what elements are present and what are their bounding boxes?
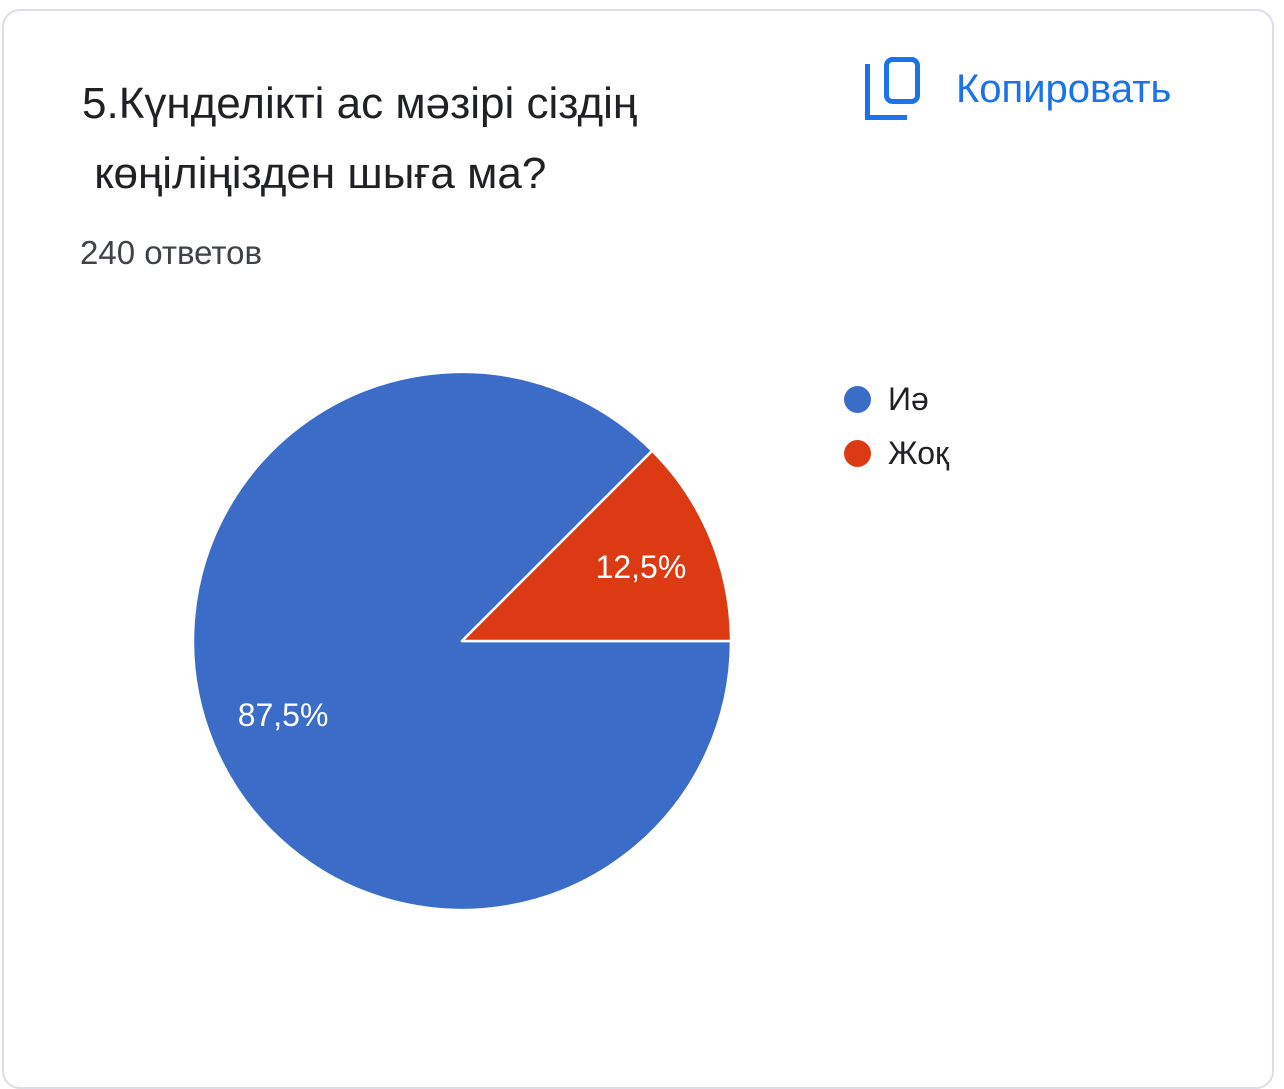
legend-swatch [844, 439, 871, 467]
legend-label: Жоқ [888, 435, 949, 471]
copy-icon [865, 57, 920, 120]
legend-swatch [844, 385, 871, 413]
responses-count: 240 ответов [80, 234, 263, 271]
copy-button-label: Копировать [956, 67, 1172, 111]
legend-item: Жоқ [844, 434, 949, 472]
legend-item: Иә [844, 380, 949, 418]
legend-label: Иә [888, 381, 929, 417]
chart-legend: Иә Жоқ [844, 380, 949, 472]
pie-slice-1[interactable] [460, 449, 733, 643]
question-title: 5.Күнделікті ас мәзірі сіздің көңіліңізд… [82, 79, 638, 198]
copy-button[interactable]: Копировать [864, 57, 1171, 121]
